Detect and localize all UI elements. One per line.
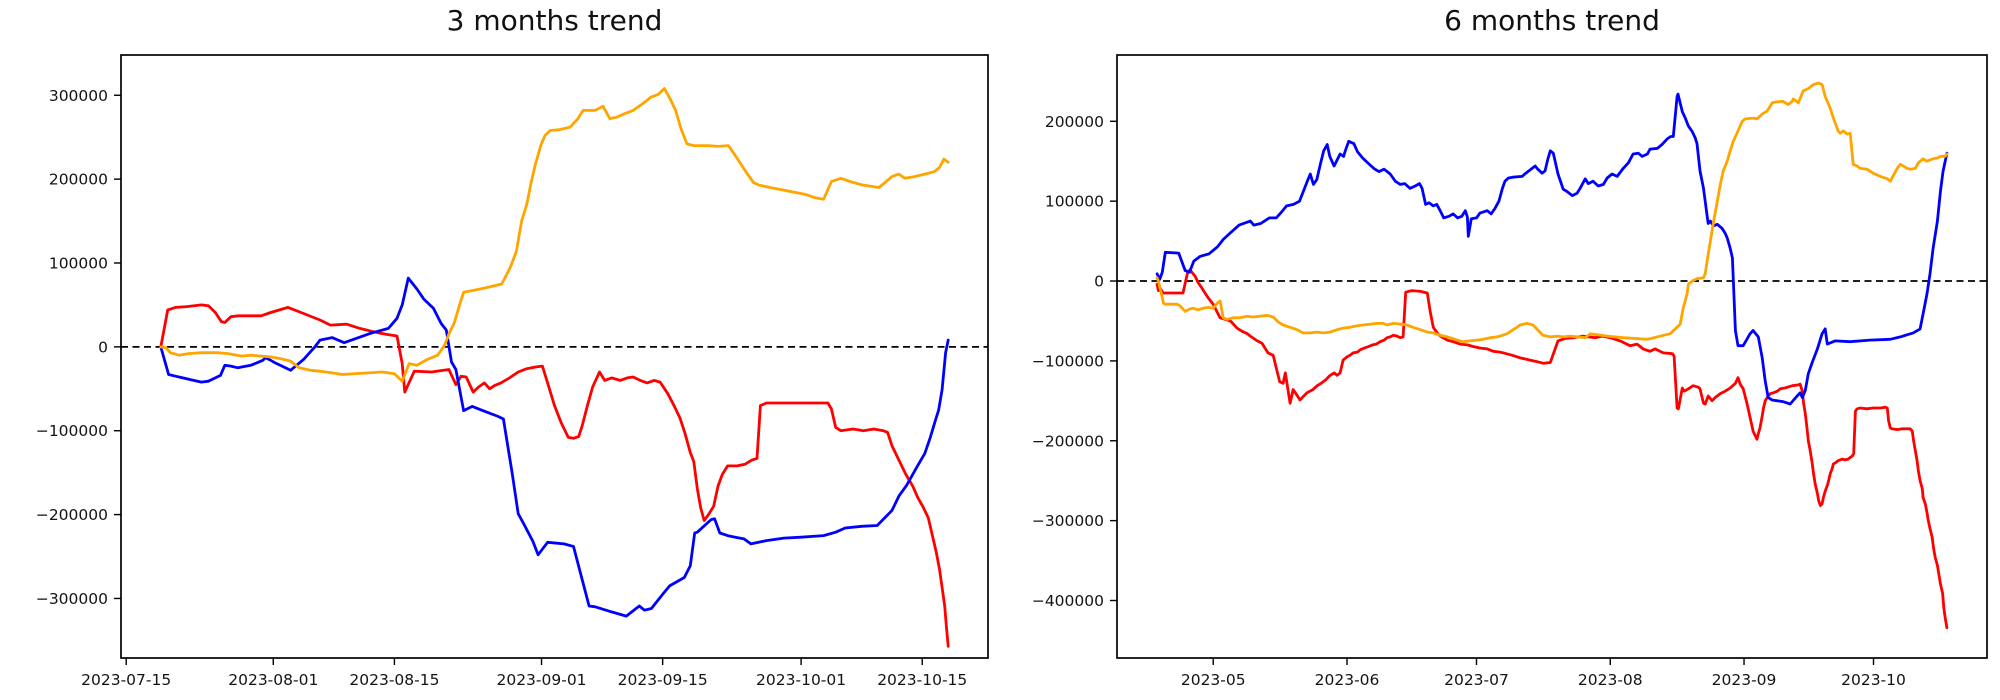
y-tick-label: −200000 <box>1032 432 1104 450</box>
x-tick-label: 2023-05 <box>1181 671 1246 689</box>
chart-title-3-months: 3 months trend <box>446 4 663 37</box>
series-red <box>1155 268 1949 630</box>
y-tick-label: 0 <box>1094 273 1104 291</box>
y-tick-label: −100000 <box>36 422 108 440</box>
x-tick-label: 2023-10-15 <box>877 671 967 689</box>
x-tick-label: 2023-10-01 <box>756 671 846 689</box>
x-tick-label: 2023-08 <box>1578 671 1643 689</box>
x-tick-label: 2023-06 <box>1315 671 1380 689</box>
y-tick-label: 200000 <box>49 171 108 189</box>
y-tick-label: −300000 <box>36 590 108 608</box>
y-tick-label: 100000 <box>49 254 108 272</box>
x-tick-label: 2023-09-15 <box>618 671 708 689</box>
x-tick-label: 2023-09-01 <box>496 671 586 689</box>
y-tick-label: 300000 <box>49 87 108 105</box>
x-tick-label: 2023-09 <box>1712 671 1777 689</box>
series-orange <box>159 87 950 383</box>
axes-frame <box>120 54 989 659</box>
x-tick-label: 2023-07-15 <box>81 671 171 689</box>
y-tick-label: −300000 <box>1032 512 1104 530</box>
series-orange <box>1155 81 1949 344</box>
axes-frame <box>1116 54 1988 659</box>
series-blue <box>1155 92 1949 406</box>
y-tick-label: 100000 <box>1045 193 1104 211</box>
y-tick-label: 200000 <box>1045 113 1104 131</box>
series-red <box>159 303 950 648</box>
y-tick-label: 0 <box>98 338 108 356</box>
x-tick-label: 2023-07 <box>1444 671 1509 689</box>
x-tick-label: 2023-08-01 <box>228 671 318 689</box>
x-tick-label: 2023-10 <box>1841 671 1906 689</box>
y-tick-label: −200000 <box>36 506 108 524</box>
chart-title-6-months: 6 months trend <box>1444 4 1660 37</box>
y-tick-label: −100000 <box>1032 352 1104 370</box>
y-tick-label: −400000 <box>1032 592 1104 610</box>
series-blue <box>159 276 950 618</box>
x-tick-label: 2023-08-15 <box>349 671 439 689</box>
